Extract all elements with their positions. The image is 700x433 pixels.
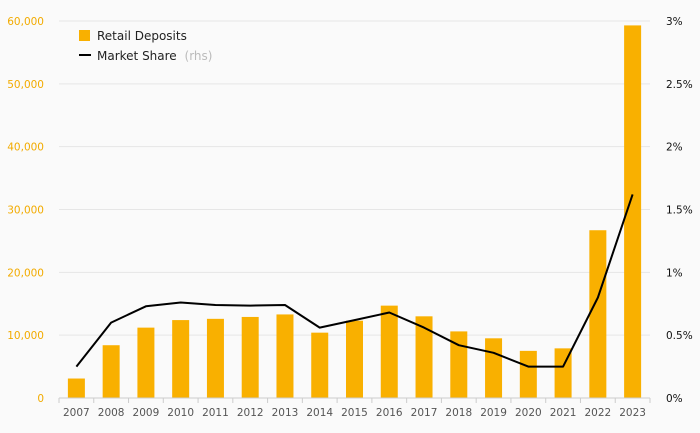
x-tick-label: 2013 xyxy=(272,407,299,419)
bar-2020 xyxy=(519,350,537,398)
legend-bar-swatch xyxy=(79,30,90,41)
x-tick-label: 2018 xyxy=(445,407,472,419)
x-tick-label: 2016 xyxy=(376,407,403,419)
x-tick-label: 2012 xyxy=(237,407,264,419)
bar-2023 xyxy=(624,25,642,398)
y-right-tick-label: 3% xyxy=(666,16,683,28)
bar-2009 xyxy=(137,327,155,398)
y-left-tick-label: 0 xyxy=(37,393,44,405)
axes: 0 0% 10,000 0.5% 20,000 1% 30,000 1.5% 40,000 2% 5… xyxy=(7,16,692,419)
x-tick-label: 2021 xyxy=(550,407,577,419)
x-tick-label: 2015 xyxy=(341,407,368,419)
bar-2016 xyxy=(380,305,398,398)
bar-2019 xyxy=(485,338,503,398)
y-left-tick-label: 60,000 xyxy=(7,16,44,28)
bar-2011 xyxy=(206,318,224,398)
bar-2010 xyxy=(172,320,190,398)
y-right-tick-label: 1.5% xyxy=(666,205,693,217)
x-tick-label: 2007 xyxy=(63,407,90,419)
bar-2012 xyxy=(241,316,259,398)
x-tick-label: 2014 xyxy=(306,407,333,419)
bar-2015 xyxy=(346,320,363,398)
x-tick-label: 2010 xyxy=(167,407,194,419)
y-left-tick-label: 30,000 xyxy=(7,205,44,217)
market-share-line xyxy=(75,194,634,368)
legend-bar-label: Retail Deposits xyxy=(97,29,187,43)
x-tick-label: 2020 xyxy=(515,407,542,419)
x-tick-label: 2008 xyxy=(98,407,125,419)
x-tick-label: 2017 xyxy=(411,407,438,419)
y-right-tick-label: 0% xyxy=(666,393,683,405)
bar-2013 xyxy=(276,314,294,398)
legend-line-label: Market Share (rhs) xyxy=(97,49,212,63)
bar-2007 xyxy=(67,378,85,398)
bar-2022 xyxy=(589,230,607,398)
y-left-tick-label: 40,000 xyxy=(7,142,44,154)
x-tick-label: 2011 xyxy=(202,407,229,419)
bar-2017 xyxy=(415,316,433,398)
y-left-tick-label: 50,000 xyxy=(7,79,44,91)
legend-line-name: Market Share xyxy=(97,49,177,63)
y-right-tick-label: 2.5% xyxy=(666,79,693,91)
y-right-tick-label: 2% xyxy=(666,142,683,154)
bar-2014 xyxy=(311,332,329,398)
y-left-tick-label: 20,000 xyxy=(7,267,44,279)
y-right-tick-label: 0.5% xyxy=(666,330,693,342)
market-share-line-group xyxy=(75,194,634,368)
legend: Retail Deposits Market Share (rhs) xyxy=(79,29,212,63)
gridlines xyxy=(59,20,650,336)
legend-line-suffix: (rhs) xyxy=(185,49,213,63)
bar-2021 xyxy=(554,348,572,398)
y-left-tick-label: 10,000 xyxy=(7,330,44,342)
x-tick-label: 2019 xyxy=(480,407,507,419)
x-tick-label: 2009 xyxy=(133,407,160,419)
bar-2008 xyxy=(102,345,120,398)
bars xyxy=(67,25,642,398)
bar-2018 xyxy=(450,331,468,398)
y-right-tick-label: 1% xyxy=(666,267,683,279)
x-tick-label: 2022 xyxy=(584,407,611,419)
x-tick-label: 2023 xyxy=(619,407,646,419)
